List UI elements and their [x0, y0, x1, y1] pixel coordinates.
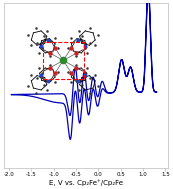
- X-axis label: E, V vs. Cp₂Fe⁺/Cp₂Fe: E, V vs. Cp₂Fe⁺/Cp₂Fe: [49, 180, 123, 186]
